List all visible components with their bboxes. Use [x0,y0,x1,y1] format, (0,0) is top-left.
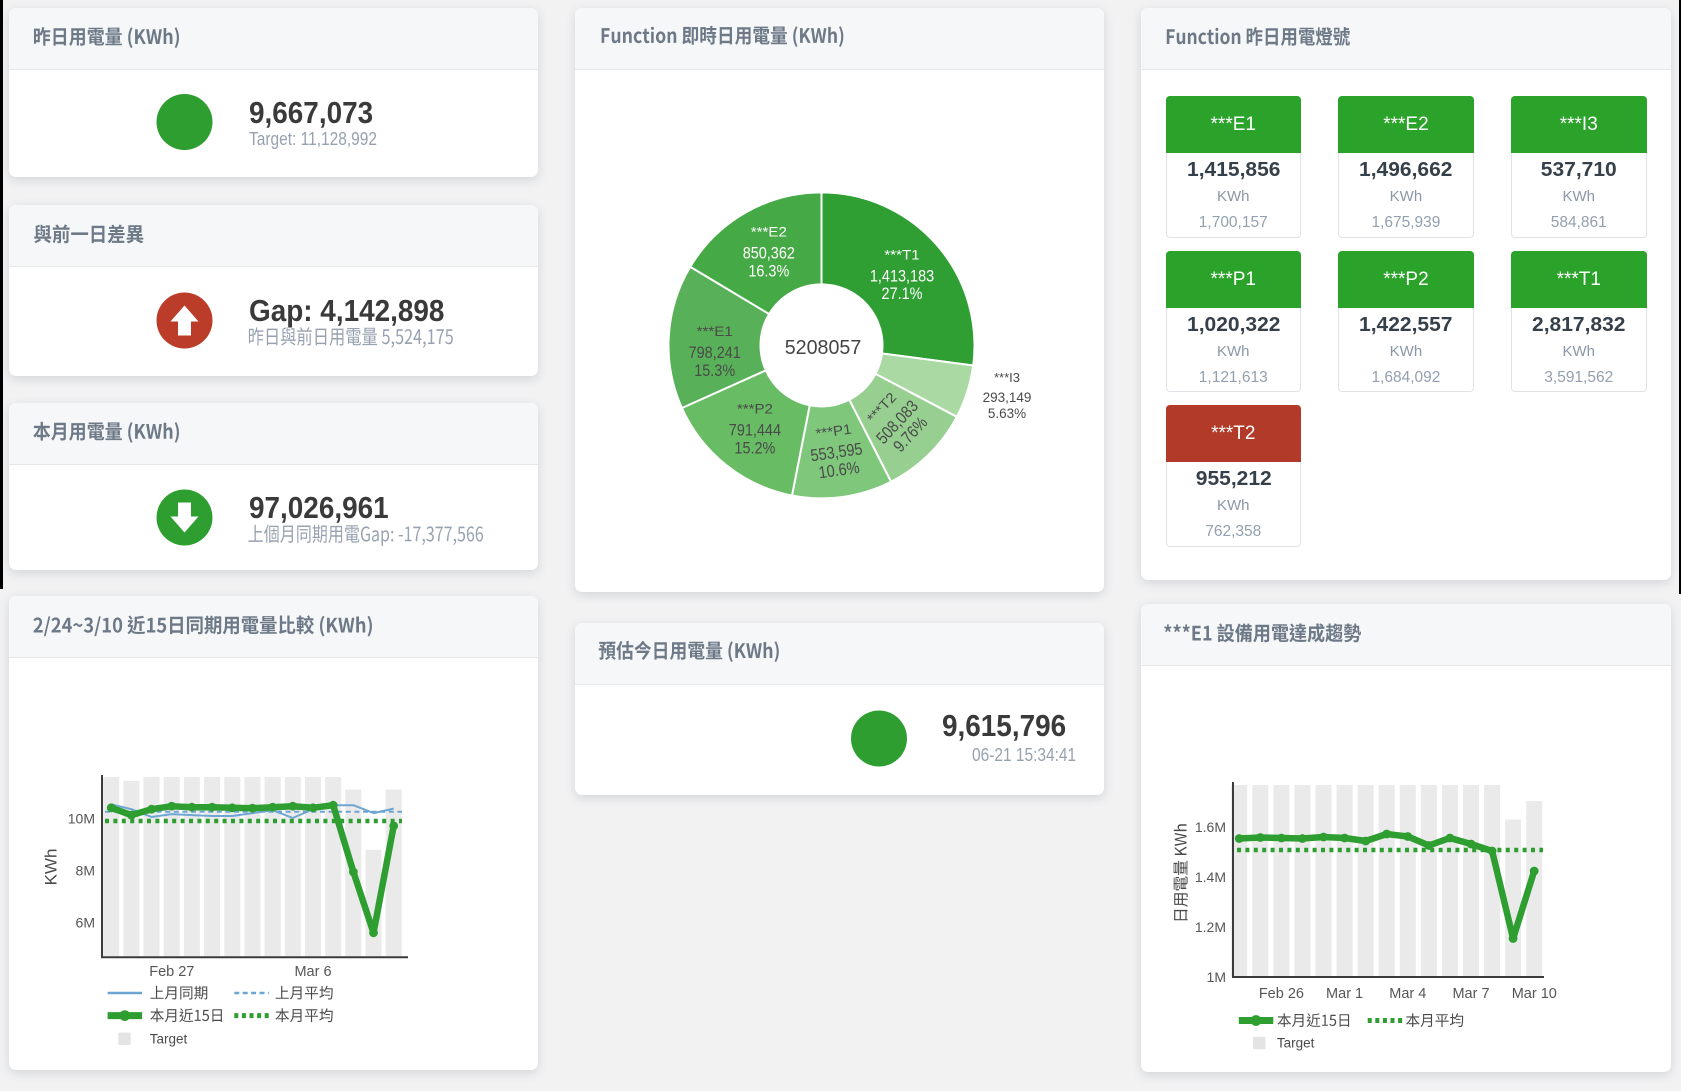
svg-text:15.2%: 15.2% [734,440,775,458]
svg-text:850,362: 850,362 [743,245,795,263]
svg-text:1.6M: 1.6M [1195,819,1226,835]
svg-text:6M: 6M [76,915,95,931]
svg-text:15.3%: 15.3% [694,362,735,380]
svg-text:798,241: 798,241 [689,344,741,362]
svg-text:Mar 10: Mar 10 [1512,986,1557,1002]
svg-text:10.6%: 10.6% [818,459,861,483]
svg-text:***E1: ***E1 [697,325,733,340]
svg-text:8M: 8M [76,863,95,879]
svg-text:Mar 1: Mar 1 [1326,986,1363,1002]
svg-text:***T1: ***T1 [884,248,919,263]
svg-text:Target: Target [150,1031,188,1046]
svg-text:1,413,183: 1,413,183 [870,267,934,285]
svg-text:1M: 1M [1207,969,1226,985]
svg-text:293,149: 293,149 [983,390,1032,405]
svg-text:16.3%: 16.3% [748,263,789,281]
svg-text:10M: 10M [68,811,95,827]
svg-text:Mar 6: Mar 6 [294,964,331,980]
svg-text:Feb 27: Feb 27 [149,964,194,980]
svg-text:***E2: ***E2 [751,225,787,240]
svg-text:5.63%: 5.63% [988,406,1026,421]
svg-text:***P2: ***P2 [737,402,773,417]
svg-text:Mar 7: Mar 7 [1452,986,1489,1002]
svg-text:1.2M: 1.2M [1195,919,1226,935]
svg-text:1.4M: 1.4M [1195,869,1226,885]
svg-text:Target: Target [1277,1036,1315,1051]
svg-text:27.1%: 27.1% [882,285,923,303]
svg-text:Feb 26: Feb 26 [1259,986,1304,1002]
svg-text:***P1: ***P1 [815,422,853,442]
svg-text:791,444: 791,444 [729,422,781,440]
svg-text:5208057: 5208057 [785,337,862,359]
svg-text:KWh: KWh [42,849,61,886]
svg-text:Mar 4: Mar 4 [1389,986,1426,1002]
svg-text:***I3: ***I3 [994,370,1020,385]
